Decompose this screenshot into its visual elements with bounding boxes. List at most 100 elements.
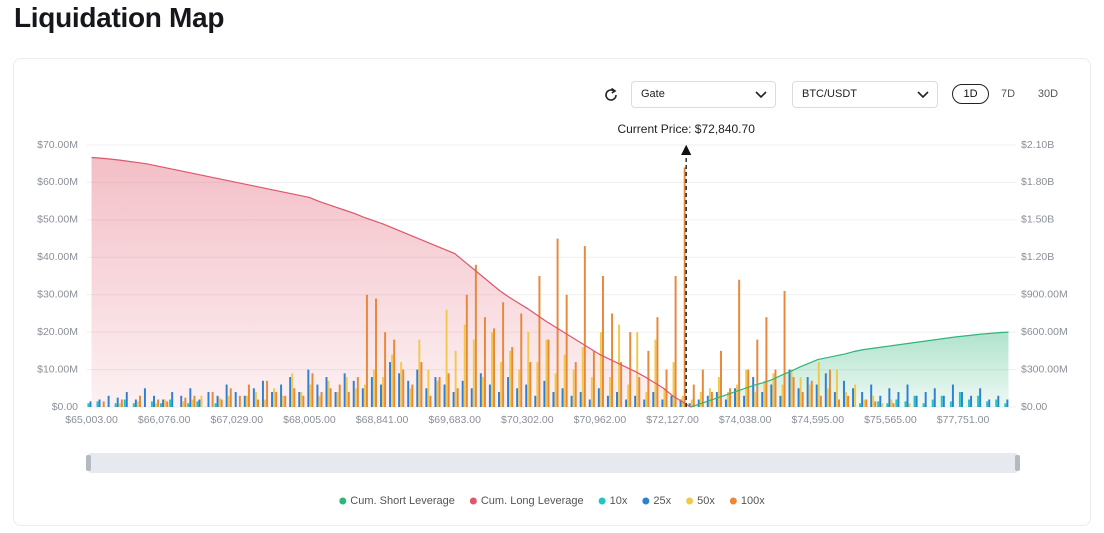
legend-label: Cum. Short Leverage <box>350 495 455 507</box>
bar <box>561 388 564 407</box>
bar <box>774 369 777 407</box>
bar <box>792 377 795 407</box>
range-button[interactable]: 1D <box>952 84 989 104</box>
bar <box>590 377 593 407</box>
bar <box>171 392 174 407</box>
y-tick-label: $30.00M <box>37 288 78 300</box>
bar <box>890 399 893 407</box>
bar <box>616 392 618 407</box>
bar <box>302 395 305 407</box>
bar <box>634 395 637 407</box>
bar <box>783 290 786 407</box>
range-button[interactable]: 30D <box>1037 88 1059 100</box>
bar <box>254 392 257 407</box>
bar <box>765 317 768 407</box>
bar <box>427 369 430 407</box>
bar <box>654 339 657 407</box>
bar <box>852 388 855 407</box>
bar <box>200 395 203 407</box>
bar <box>933 388 936 407</box>
pair-select[interactable]: BTC/USDT <box>792 81 938 108</box>
zoom-slider[interactable] <box>88 453 1018 473</box>
legend-label: 25x <box>653 495 671 507</box>
legend-dot <box>598 497 606 505</box>
y2-tick-label: $0.00 <box>1021 401 1047 413</box>
bar <box>986 401 989 407</box>
legend-label: Cum. Long Leverage <box>481 495 584 507</box>
refresh-button[interactable] <box>601 85 621 105</box>
bar <box>193 395 196 407</box>
bar <box>343 373 346 407</box>
bar <box>961 392 963 407</box>
bar <box>881 403 884 407</box>
pair-value: BTC/USDT <box>802 88 857 100</box>
bar <box>98 399 101 407</box>
bar <box>162 399 165 407</box>
cumulative-line <box>91 156 692 408</box>
bar <box>418 339 421 407</box>
bar <box>216 395 219 407</box>
legend-dot <box>339 497 347 505</box>
bar <box>289 377 292 407</box>
bar <box>116 397 119 407</box>
bar <box>153 395 155 407</box>
bar <box>300 392 303 407</box>
bar <box>942 395 945 407</box>
bar <box>845 392 848 407</box>
exchange-value: Gate <box>641 88 665 100</box>
bar <box>502 302 505 407</box>
legend-dot <box>469 497 477 505</box>
bar <box>120 399 123 407</box>
range-button[interactable]: 7D <box>1000 88 1016 100</box>
bar <box>1004 403 1007 407</box>
bar <box>701 369 704 407</box>
bar <box>225 384 228 407</box>
bar <box>763 380 766 407</box>
bar <box>493 328 496 407</box>
bar <box>96 401 99 407</box>
bar <box>565 294 568 407</box>
bar <box>500 362 503 407</box>
bar <box>509 350 512 407</box>
bar <box>815 384 818 407</box>
slider-handle[interactable] <box>1015 455 1020 471</box>
bar <box>543 380 546 407</box>
y2-tick-label: $600.00M <box>1021 326 1068 338</box>
bar <box>579 392 582 407</box>
bar <box>136 401 139 407</box>
bar <box>886 403 889 407</box>
bar <box>164 399 167 407</box>
bar <box>688 403 691 407</box>
bar <box>507 377 510 407</box>
bar <box>525 384 528 407</box>
bar <box>865 399 868 407</box>
exchange-select[interactable]: Gate <box>631 81 776 108</box>
bar <box>583 246 586 407</box>
bar <box>411 384 414 407</box>
bar <box>597 388 600 407</box>
bar <box>599 332 602 407</box>
bar <box>606 395 609 407</box>
y2-tick-label: $1.20B <box>1021 251 1054 263</box>
bar <box>772 373 775 407</box>
bar <box>922 403 925 407</box>
bar <box>797 388 800 407</box>
slider-handle[interactable] <box>86 455 91 471</box>
x-tick-label: $70,302.00 <box>501 414 554 426</box>
bar <box>874 401 877 407</box>
y2-tick-label: $2.10B <box>1021 139 1054 151</box>
bar <box>720 350 722 407</box>
bar <box>940 395 943 407</box>
bar <box>438 377 441 407</box>
bar <box>908 403 911 407</box>
bar <box>465 294 468 407</box>
bar <box>123 399 126 407</box>
legend-dot <box>729 497 737 505</box>
bar <box>638 377 641 407</box>
x-tick-label: $68,005.00 <box>283 414 336 426</box>
bar <box>150 401 153 407</box>
bar <box>447 373 450 407</box>
bar <box>234 392 237 407</box>
bar <box>365 294 368 407</box>
